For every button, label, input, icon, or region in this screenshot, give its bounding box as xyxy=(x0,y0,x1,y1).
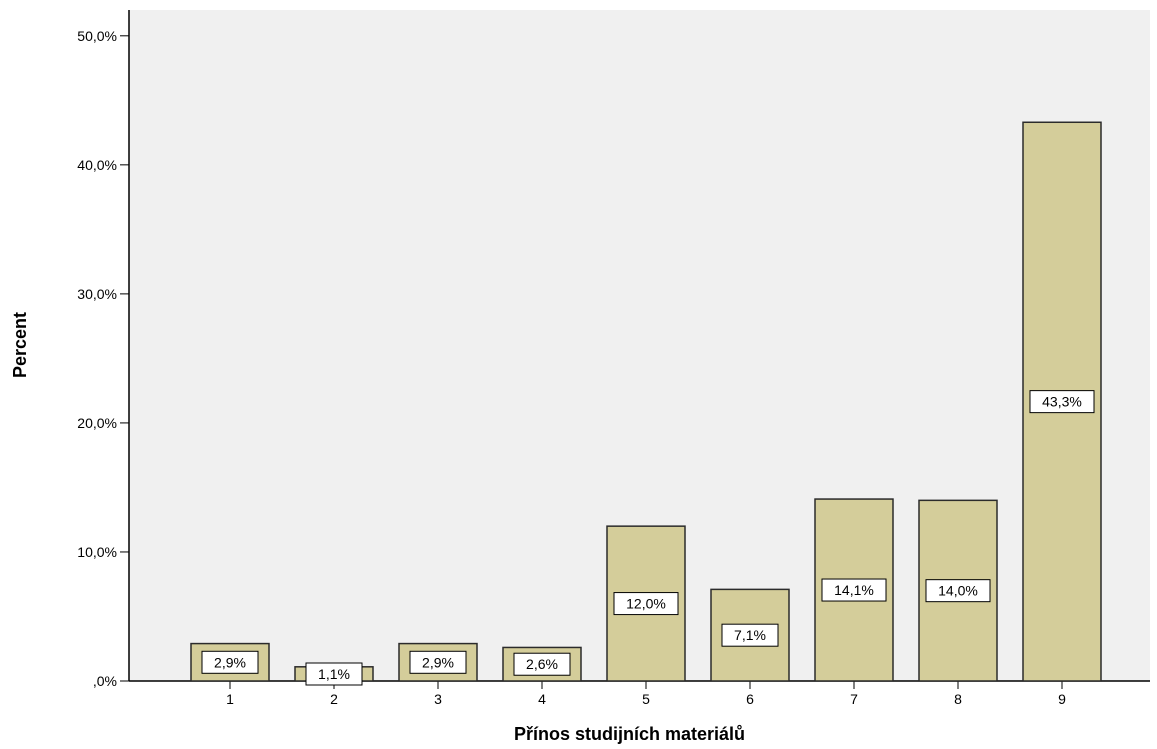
data-labels: 2,9% 1,1% 2,9% 2,6% 12,0% 7,1% 14,1% 14,0% 43,3% xyxy=(201,390,1095,686)
y-tick-label: ,0% xyxy=(93,673,117,689)
data-label-box xyxy=(409,650,467,674)
y-axis: ,0% 10,0% 20,0% 30,0% 40,0% 50,0% xyxy=(77,10,130,689)
y-tick-label: 30,0% xyxy=(77,286,117,302)
x-tick-label: 1 xyxy=(226,691,234,707)
y-axis-title: Percent xyxy=(10,312,30,378)
x-tick-label: 3 xyxy=(434,691,442,707)
x-tick-label: 7 xyxy=(850,691,858,707)
y-tick-label: 40,0% xyxy=(77,157,117,173)
y-tick-label: 20,0% xyxy=(77,415,117,431)
y-tick-label: 10,0% xyxy=(77,544,117,560)
data-label-box xyxy=(201,650,259,674)
data-label: 43,3% xyxy=(1042,394,1082,410)
data-label: 7,1% xyxy=(734,627,766,643)
x-tick-label: 8 xyxy=(954,691,962,707)
data-label: 12,0% xyxy=(626,596,666,612)
x-tick-label: 9 xyxy=(1058,691,1066,707)
data-label: 1,1% xyxy=(318,666,350,682)
x-tick-label: 2 xyxy=(330,691,338,707)
data-label-box xyxy=(513,652,571,676)
data-label: 14,0% xyxy=(938,583,978,599)
data-label: 2,9% xyxy=(422,654,454,670)
y-tick-label: 50,0% xyxy=(77,28,117,44)
data-label: 2,6% xyxy=(526,656,558,672)
data-label-box xyxy=(925,579,991,603)
x-axis-title: Přínos studijních materiálů xyxy=(514,724,745,744)
data-label-box xyxy=(1029,390,1095,414)
data-label-box xyxy=(305,662,363,686)
x-tick-label: 5 xyxy=(642,691,650,707)
data-label-box xyxy=(613,592,679,616)
x-tick-label: 4 xyxy=(538,691,546,707)
x-axis: 1 2 3 4 5 6 7 8 9 xyxy=(129,680,1150,707)
data-label: 2,9% xyxy=(214,654,246,670)
x-tick-label: 6 xyxy=(746,691,754,707)
data-label: 14,1% xyxy=(834,582,874,598)
data-label-box xyxy=(821,578,887,602)
data-label-box xyxy=(721,623,779,647)
